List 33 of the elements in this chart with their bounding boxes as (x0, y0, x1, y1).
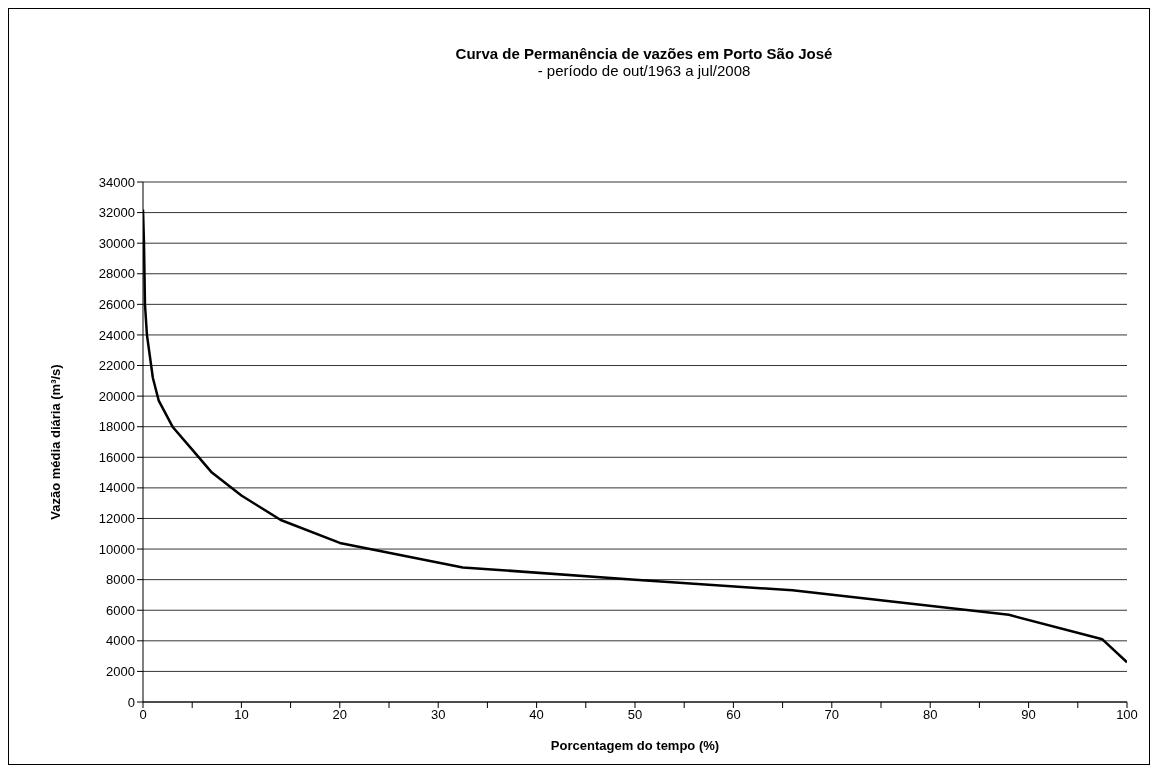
y-tick-label: 12000 (98, 511, 135, 527)
y-tick-label: 32000 (98, 205, 135, 221)
y-tick-label: 34000 (98, 174, 135, 190)
x-axis-title: Porcentagem do tempo (%) (550, 738, 720, 753)
y-tick-label: 2000 (106, 664, 135, 680)
y-tick-label: 10000 (98, 541, 135, 557)
y-tick-label: 6000 (106, 602, 135, 618)
y-tick-label: 8000 (106, 572, 135, 588)
x-tick-label: 80 (922, 707, 938, 723)
x-tick-label: 10 (234, 707, 249, 723)
x-tick-label: 70 (824, 707, 840, 723)
y-axis-title: Vazão média diária (m³/s) (47, 364, 63, 520)
x-tick-label: 30 (430, 707, 446, 723)
y-tick-label: 24000 (98, 327, 135, 343)
y-tick-label: 18000 (98, 419, 135, 435)
y-tick-label: 16000 (98, 449, 135, 465)
x-tick-label: 50 (627, 707, 643, 723)
y-tick-label: 14000 (98, 480, 135, 496)
x-tick-label: 40 (529, 707, 544, 723)
y-tick-label: 22000 (98, 358, 135, 374)
y-tick-label: 30000 (98, 235, 135, 251)
x-tick-label: 90 (1021, 707, 1036, 723)
y-tick-label: 20000 (98, 388, 135, 404)
x-tick-label: 20 (332, 707, 348, 723)
chart-title: Curva de Permanência de vazões em Porto São José (454, 45, 834, 62)
x-tick-label: 60 (726, 707, 741, 723)
x-tick-label: 100 (1116, 707, 1138, 723)
chart-subtitle: - período de out/1963 a jul/2008 (536, 62, 752, 79)
y-tick-label: 26000 (98, 296, 135, 312)
y-tick-label: 28000 (98, 266, 135, 282)
y-tick-label: 4000 (106, 633, 135, 649)
y-tick-label: 0 (127, 694, 135, 710)
x-tick-label: 0 (139, 707, 147, 723)
